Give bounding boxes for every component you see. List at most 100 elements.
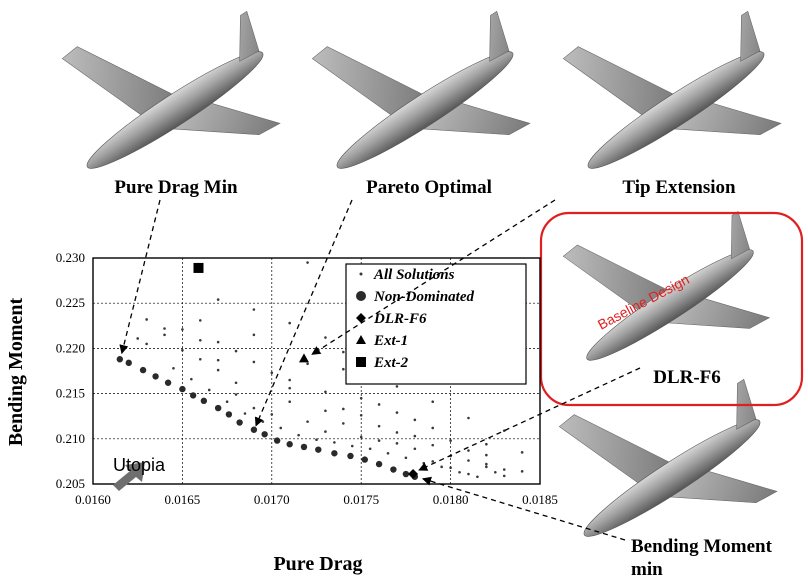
all-solutions-point [413,447,417,451]
x-tick-label: 0.0180 [433,492,469,507]
utopia-arrow [113,462,145,491]
all-solutions-point [368,447,372,451]
non-dominated-point [139,366,147,374]
non-dominated-point [286,441,293,448]
all-solutions-point [234,393,238,396]
all-solutions-point [485,442,488,446]
legend-label: Ext-1 [373,333,408,349]
all-solutions-point [395,385,399,388]
label-bending-moment-min-1: Bending Moment [631,536,773,557]
all-solutions-point [377,424,381,428]
non-dominated-point [300,443,308,451]
x-tick-label: 0.0175 [343,492,379,507]
all-solutions-point [520,451,524,454]
all-solutions-point [342,350,345,354]
x-tick-label: 0.0170 [254,492,290,507]
y-tick-label: 0.220 [56,340,85,355]
scatter-chart: 0.0160 0.0165 0.0170 0.0175 0.0180 0.0185 0.20… [5,250,558,575]
all-solutions-point [342,422,345,425]
y-tick-label: 0.225 [56,295,85,310]
all-solutions-point [476,475,479,479]
non-dominated-point [164,379,172,386]
non-dominated-point [250,426,258,433]
all-solutions-point [306,420,309,423]
all-solutions-point [145,318,148,321]
all-solutions-point [413,434,417,438]
legend: All Solutions Non-Dominated DLR-F6 Ext-1 Ext… [345,263,527,385]
all-solutions-point [198,357,202,361]
non-dominated-point [402,470,410,478]
all-solutions-point [198,319,202,322]
label-bending-moment-min-2: min [631,559,663,580]
non-dominated-point [125,359,132,367]
all-solutions-point [467,449,470,452]
x-tick-label: 0.0185 [522,492,558,507]
all-solutions-point [163,333,166,337]
all-solutions-point [502,468,506,471]
all-solutions-point [395,442,399,445]
all-solutions-point [225,400,229,404]
all-solutions-point [485,465,488,469]
all-solutions-point [422,461,426,465]
aircraft-dlr-f6 [562,211,771,361]
all-solutions-point [440,465,443,469]
non-dominated-point [347,452,354,460]
aircraft-bending-moment-min [558,378,778,537]
all-solutions-point [395,411,399,414]
all-solutions-point [288,386,291,390]
all-solutions-point [467,416,470,420]
non-dominated-point [225,411,233,418]
all-solutions-point [198,338,202,342]
legend-marker [356,335,366,344]
all-solutions-point [252,406,256,410]
all-solutions-point [216,298,220,301]
aircraft-tip-extension [562,10,782,169]
arrow-tip-extension [311,199,556,355]
all-solutions-point [431,400,435,404]
x-tick-label: 0.0160 [75,492,111,507]
y-tick-label: 0.210 [56,431,85,446]
legend-marker [356,357,366,367]
all-solutions-point [207,388,211,392]
all-solutions-point [234,349,238,353]
all-solutions-point [288,400,291,404]
all-solutions-point [404,456,408,460]
non-dominated-point [236,419,243,426]
all-solutions-point [324,430,327,433]
all-solutions-point [359,396,363,400]
all-solutions-point [485,453,488,457]
non-dominated-point [200,397,208,405]
all-solutions-point [243,412,247,415]
non-dominated-point [189,392,197,399]
all-solutions-point [350,444,354,448]
all-solutions-point [306,261,309,264]
all-solutions-point [306,362,309,366]
all-solutions-point [252,333,256,337]
all-solutions-point [359,413,363,417]
all-solutions-point [458,470,461,474]
label-pure-drag-min: Pure Drag Min [114,177,238,198]
all-solutions-point [324,336,327,339]
all-solutions-point [297,433,300,437]
all-solutions-point [485,462,488,466]
all-solutions-point [342,367,345,371]
arrow-dlr-f6 [418,367,641,471]
non-dominated-point [116,356,124,363]
all-solutions-point [279,426,283,430]
non-dominated-point [390,466,397,473]
y-tick-label: 0.215 [56,386,85,401]
all-solutions-point [386,451,390,455]
legend-marker [356,313,366,323]
all-solutions-point [502,474,506,478]
all-solutions-point [270,371,274,375]
all-solutions-point [333,441,336,444]
all-solutions-point [252,360,256,364]
legend-label: Ext-2 [373,355,409,371]
legend-label: DLR-F6 [373,311,427,327]
all-solutions-point [342,407,345,411]
non-dominated-point [331,450,338,457]
all-solutions-point [467,459,470,462]
legend-marker [359,272,363,276]
non-dominated-point [152,373,159,380]
